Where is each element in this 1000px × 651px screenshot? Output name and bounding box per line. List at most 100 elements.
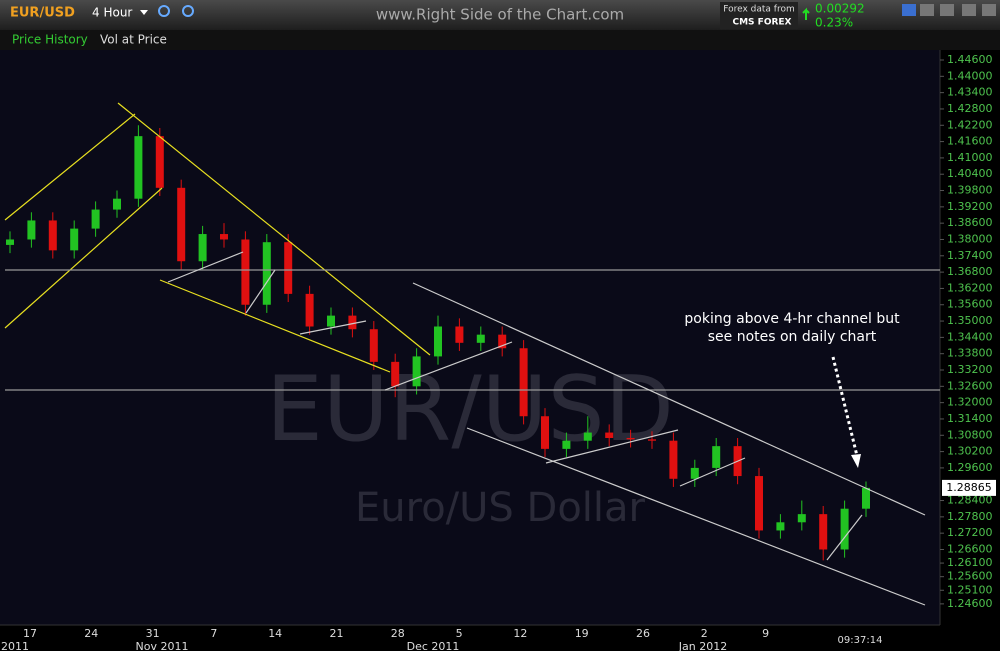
y-tick-label: 1.36200: [947, 281, 993, 294]
y-tick-label: 1.28400: [947, 494, 993, 507]
candle-body: [690, 467, 699, 479]
candle-body: [91, 209, 100, 229]
candle-body: [48, 220, 57, 251]
y-tick-label: 1.38000: [947, 232, 993, 245]
candle-body: [862, 487, 870, 509]
x-tick-label: 14: [268, 627, 282, 640]
candle-body: [327, 315, 335, 327]
data-source: Forex data from: [723, 5, 795, 15]
x-tick-label: 21: [330, 627, 344, 640]
x-tick-label: 7: [210, 627, 217, 640]
symbol[interactable]: EUR/USD: [10, 6, 75, 21]
zoom-out[interactable]: [182, 5, 194, 17]
y-tick-label: 1.30800: [947, 428, 993, 441]
button[interactable]: [962, 4, 976, 16]
zoom-in[interactable]: [158, 5, 170, 17]
button[interactable]: [982, 4, 996, 16]
y-tick-label: 1.31400: [947, 412, 993, 425]
candle-body: [755, 476, 763, 531]
candle-body: [455, 326, 464, 343]
candle-body: [241, 239, 250, 305]
candle-body: [284, 242, 293, 294]
x-tick-label: 2: [701, 627, 708, 640]
x-tick-label: 17: [23, 627, 37, 640]
interval[interactable]: 4 Hour: [92, 6, 132, 20]
candle-body: [541, 416, 549, 449]
candle-body: [519, 348, 528, 417]
candle-body: [412, 356, 421, 387]
tab[interactable]: Vol at Price: [100, 33, 167, 47]
y-tick-label: 1.33200: [947, 363, 993, 376]
y-tick-label: 1.32600: [947, 379, 993, 392]
y-tick-label: 1.38600: [947, 216, 993, 229]
x-tick-label: 31: [146, 627, 160, 640]
candle-body: [797, 514, 806, 523]
y-tick-label: 1.27800: [947, 510, 993, 523]
site: www.Right Side of the Chart.com: [376, 6, 624, 24]
y-tick-label: 1.43400: [947, 86, 993, 99]
last-price: 1.28865: [946, 481, 992, 494]
y-tick-label: 1.26100: [947, 556, 993, 569]
clock: 09:37:14: [838, 635, 883, 646]
candle-body: [434, 326, 442, 357]
candle-body: [369, 329, 378, 362]
y-tick-label: 1.29600: [947, 461, 993, 474]
candle-body: [220, 234, 228, 240]
candle-body: [305, 293, 314, 327]
dropdown-icon[interactable]: [140, 10, 148, 15]
y-tick-label: 1.35600: [947, 298, 993, 311]
change-pct: 0.23%: [815, 16, 853, 30]
trend-lines: [4, 102, 940, 606]
button[interactable]: [940, 4, 954, 16]
y-tick-label: 1.24600: [947, 597, 993, 610]
button[interactable]: [920, 4, 934, 16]
y-tick-label: 1.33800: [947, 347, 993, 360]
candle-body: [648, 439, 656, 441]
x-tick-label: 26: [636, 627, 650, 640]
candle-body: [27, 220, 36, 240]
y-tick-label: 1.41600: [947, 135, 993, 148]
watermark-subtitle: Euro/US Dollar: [355, 485, 646, 531]
candle-body: [348, 315, 357, 330]
provider-box: [720, 2, 798, 29]
candle-body: [562, 440, 571, 449]
y-axis-area: [940, 50, 1000, 625]
month-label: 2011: [1, 640, 29, 651]
candle-body: [6, 239, 14, 245]
y-tick-label: 1.44000: [947, 69, 993, 82]
candle-body: [626, 437, 635, 440]
button[interactable]: [902, 4, 916, 16]
y-tick-label: 1.25600: [947, 570, 993, 583]
month-label: Nov 2011: [136, 640, 189, 651]
annotation: see notes on daily chart: [708, 329, 877, 345]
change: 0.00292: [815, 2, 865, 16]
candle-body: [776, 522, 785, 531]
candle-body: [198, 234, 207, 262]
x-tick-label: 24: [84, 627, 98, 640]
candle-body: [498, 334, 507, 349]
y-tick-label: 1.27200: [947, 526, 993, 539]
x-tick-label: 5: [456, 627, 463, 640]
y-tick-label: 1.37400: [947, 249, 993, 262]
tab[interactable]: Price History: [12, 33, 88, 47]
y-tick-label: 1.42800: [947, 102, 993, 115]
y-tick-label: 1.39800: [947, 184, 993, 197]
candle-body: [605, 432, 614, 438]
x-tick-label: 12: [513, 627, 527, 640]
candle-body: [134, 136, 143, 199]
y-tick-label: 1.34400: [947, 330, 993, 343]
candle-body: [177, 187, 186, 262]
x-tick-label: 9: [762, 627, 769, 640]
y-tick-label: 1.39200: [947, 200, 993, 213]
candle-body: [712, 446, 721, 468]
candle-body: [669, 440, 678, 479]
candles: [6, 125, 870, 561]
annotation: poking above 4-hr channel but: [684, 311, 900, 327]
y-tick-label: 1.30200: [947, 445, 993, 458]
x-tick-label: 28: [391, 627, 405, 640]
candle-body: [583, 432, 592, 441]
candle-body: [155, 136, 164, 188]
candle-body: [70, 228, 79, 251]
month-label: Dec 2011: [407, 640, 460, 651]
